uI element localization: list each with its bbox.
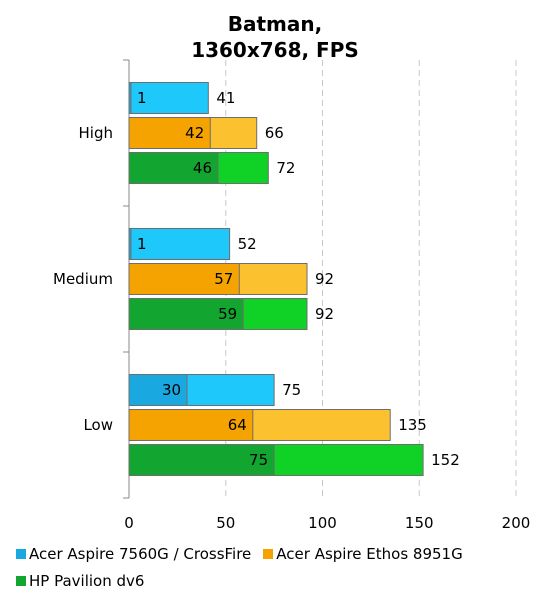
data-label-min-high-series-1: 1 xyxy=(137,89,147,107)
bar-min-high-series-2 xyxy=(128,117,211,149)
legend: Acer Aspire 7560G / CrossFire Acer Aspir… xyxy=(16,540,536,594)
data-label-avg-medium-series-3: 92 xyxy=(315,305,334,323)
y-category-label-low: Low xyxy=(83,416,113,434)
x-tick-label-200: 200 xyxy=(502,514,531,532)
y-category-label-medium: Medium xyxy=(53,270,113,288)
data-label-avg-high-series-2: 66 xyxy=(265,124,284,142)
legend-swatch-series-1 xyxy=(16,548,26,559)
bar-min-high-series-1 xyxy=(128,82,132,114)
bars xyxy=(128,82,424,476)
bar-min-medium-series-2 xyxy=(128,263,240,295)
legend-row-1: Acer Aspire 7560G / CrossFire Acer Aspir… xyxy=(16,540,536,567)
bar-min-low-series-1 xyxy=(128,374,188,406)
data-label-avg-low-series-2: 135 xyxy=(398,416,427,434)
bar-avg-medium-series-1 xyxy=(128,228,231,260)
data-label-min-high-series-3: 46 xyxy=(193,159,212,177)
data-label-avg-low-series-3: 152 xyxy=(431,451,460,469)
bar-min-medium-series-3 xyxy=(128,298,244,330)
data-label-min-low-series-2: 64 xyxy=(228,416,247,434)
x-tick-label-50: 50 xyxy=(216,514,235,532)
legend-label-series-1: Acer Aspire 7560G / CrossFire xyxy=(29,544,252,563)
legend-row-2: HP Pavilion dv6 xyxy=(16,567,536,594)
data-label-avg-medium-series-2: 92 xyxy=(315,270,334,288)
chart-title-line-1: Batman, xyxy=(228,12,322,36)
data-label-min-low-series-3: 75 xyxy=(249,451,268,469)
x-tick-label-100: 100 xyxy=(308,514,337,532)
data-label-min-medium-series-3: 59 xyxy=(218,305,237,323)
data-label-min-medium-series-2: 57 xyxy=(214,270,233,288)
legend-item-series-2: Acer Aspire Ethos 8951G xyxy=(263,544,463,563)
data-label-avg-medium-series-1: 52 xyxy=(238,235,257,253)
legend-item-series-3: HP Pavilion dv6 xyxy=(16,572,144,590)
x-tick-label-0: 0 xyxy=(124,514,134,532)
data-label-avg-high-series-3: 72 xyxy=(276,159,295,177)
data-label-min-low-series-1: 30 xyxy=(162,381,181,399)
bar-min-high-series-3 xyxy=(128,152,219,184)
legend-swatch-series-3 xyxy=(16,575,26,586)
data-label-min-high-series-2: 42 xyxy=(185,124,204,142)
x-tick-label-150: 150 xyxy=(405,514,434,532)
chart-title-line-2: 1360x768, FPS xyxy=(191,38,359,62)
data-label-avg-high-series-1: 41 xyxy=(216,89,235,107)
bar-min-low-series-2 xyxy=(128,409,254,441)
legend-label-series-2: Acer Aspire Ethos 8951G xyxy=(276,544,463,563)
y-category-label-high: High xyxy=(79,124,113,142)
legend-item-series-1: Acer Aspire 7560G / CrossFire xyxy=(16,545,251,563)
data-label-avg-low-series-1: 75 xyxy=(282,381,301,399)
bar-min-medium-series-1 xyxy=(128,228,132,260)
bar-min-low-series-3 xyxy=(128,444,275,476)
legend-swatch-series-2 xyxy=(263,548,274,559)
legend-label-series-3: HP Pavilion dv6 xyxy=(29,571,145,590)
data-label-min-medium-series-1: 1 xyxy=(137,235,147,253)
